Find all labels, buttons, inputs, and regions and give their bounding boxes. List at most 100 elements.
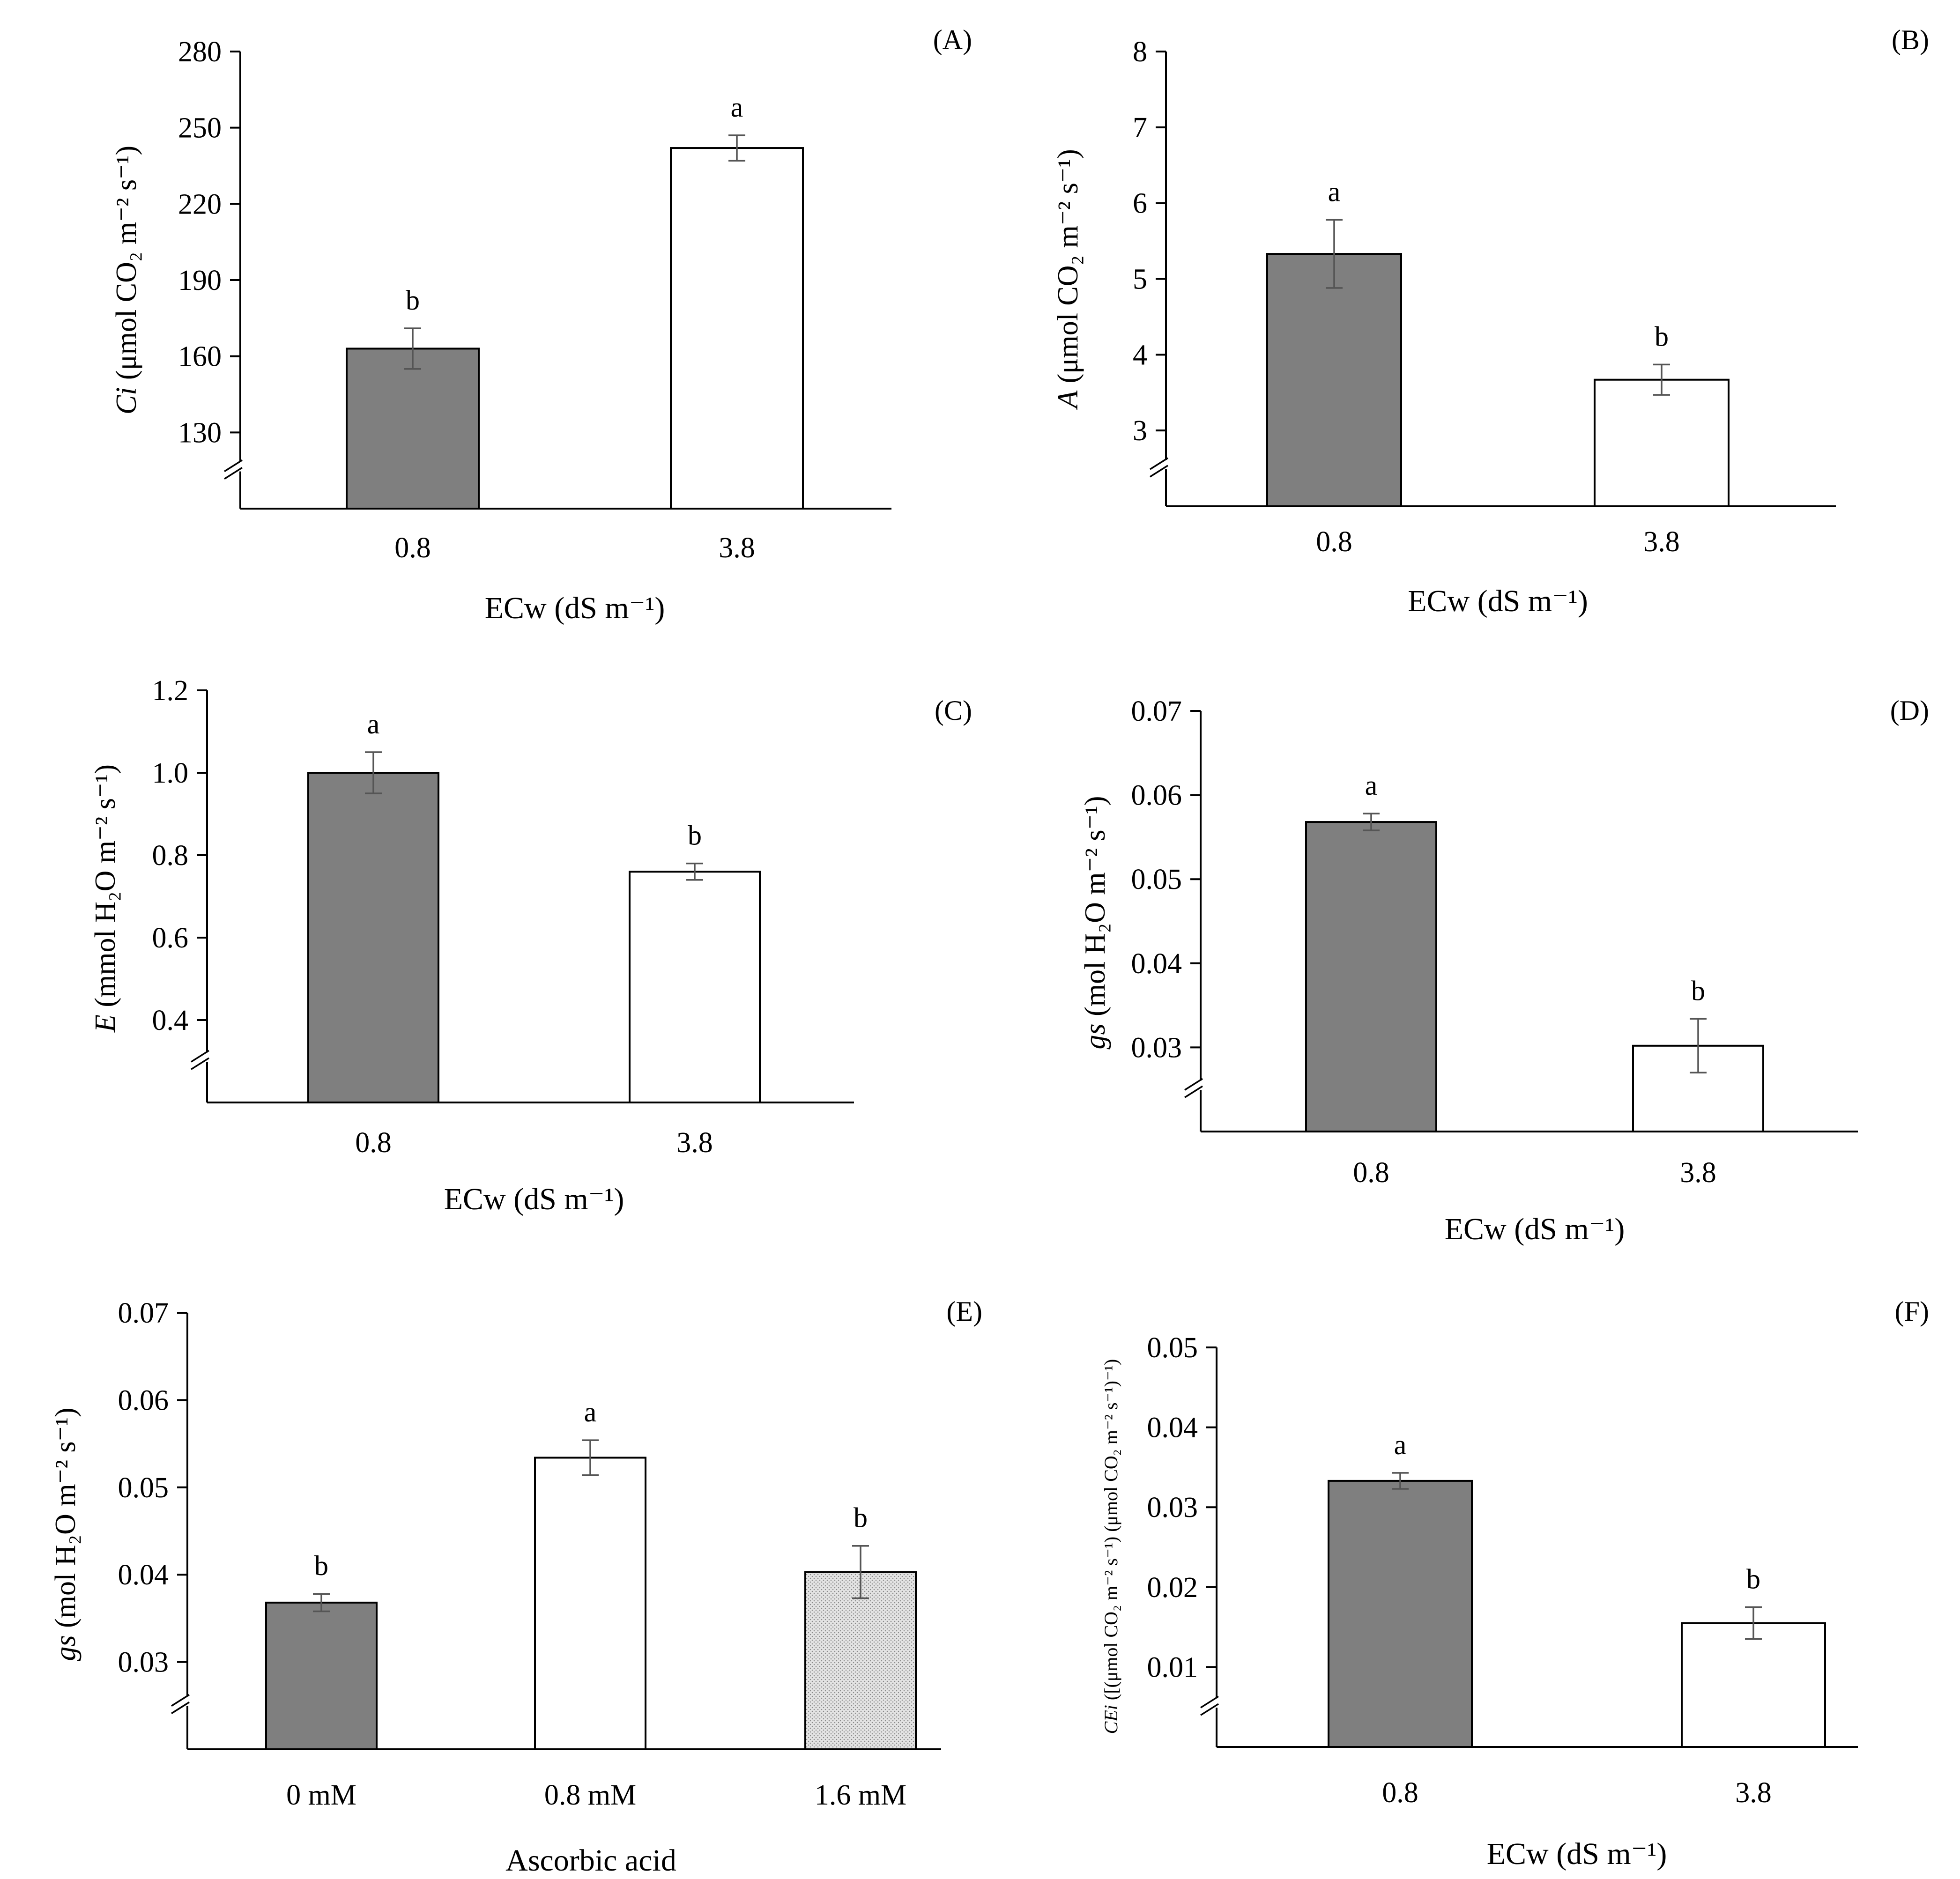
y-tick-label: 8: [1133, 36, 1147, 68]
y-tick-label: 5: [1133, 264, 1147, 296]
bar: [1328, 1480, 1473, 1748]
y-axis-title: gs (mol H₂O m⁻² s⁻¹): [1079, 796, 1111, 1049]
panel-label: (C): [935, 695, 972, 726]
bar: [629, 871, 761, 1103]
y-tick-label: 0.04: [1131, 948, 1182, 980]
x-category-label: 0.8: [1316, 526, 1352, 558]
y-axis-title: E (mmol H₂O m⁻² s⁻¹): [89, 764, 121, 1033]
y-axis-title: CEi ([(μmol CO₂ m⁻² s⁻¹) (μmol CO₂ m⁻² s…: [1100, 1359, 1121, 1734]
y-tick-label: 0.6: [152, 922, 189, 954]
x-axis-title: ECw (dS m⁻¹): [444, 1182, 624, 1216]
y-axis-space: [50, 1628, 82, 1635]
y-tick-label: 0.4: [152, 1005, 189, 1036]
chart-panel-2: 3 4 5 6 7 8 a 0.8 b 3.8 ECw (dS m⁻¹) A (μmol CO₂ m⁻…: [1052, 24, 1929, 618]
significance-letter: b: [854, 1502, 868, 1533]
x-category-label: 0.8: [1382, 1777, 1418, 1809]
significance-letter: b: [314, 1550, 328, 1581]
x-axis-title: ECw (dS m⁻¹): [1445, 1212, 1625, 1246]
axis-break-gap: [1187, 1080, 1215, 1090]
axis-break-mark: [191, 1050, 209, 1063]
x-category-label: 0.8: [1353, 1157, 1389, 1189]
x-category-label: 3.8: [1643, 526, 1680, 558]
y-axis-title: A (μmol CO₂ m⁻² s⁻¹): [1052, 149, 1084, 410]
y-tick-label: 0.05: [1147, 1332, 1198, 1364]
significance-letter: a: [1328, 176, 1341, 207]
significance-letter: a: [1365, 770, 1378, 801]
y-axis-variable: Ci: [111, 387, 142, 415]
bar: [1266, 253, 1402, 507]
x-category-label: 1.6 mM: [815, 1779, 906, 1811]
chart-panel-3: 0.4 0.6 0.8 1.0 1.2 a 0.8 b 3.8 ECw (dS m⁻¹) E (mm…: [89, 675, 972, 1216]
axis-break-gap: [173, 1696, 201, 1706]
y-tick-label: 0.01: [1147, 1651, 1198, 1683]
y-axis-space: [1052, 383, 1084, 391]
y-tick-label: 0.05: [1131, 864, 1182, 895]
y-tick-label: 7: [1133, 112, 1147, 144]
x-axis-title: ECw (dS m⁻¹): [485, 591, 665, 625]
chart-panel-5: 0.03 0.04 0.05 0.06 0.07 b 0 mM a 0.8 mM b 1.6 mM A…: [50, 1296, 982, 1878]
y-axis-unit: ([(μmol CO₂ m⁻² s⁻¹) (μmol CO₂ m⁻² s⁻¹)⁻…: [1100, 1359, 1121, 1701]
axis-break-mark: [1184, 1085, 1203, 1098]
y-tick-label: 0.06: [1131, 780, 1182, 812]
y-axis-unit: (μmol CO₂ m⁻² s⁻¹): [111, 146, 142, 380]
y-axis-variable: A: [1052, 390, 1084, 410]
y-axis-title: Ci (μmol CO₂ m⁻² s⁻¹): [111, 146, 142, 414]
axis-break-mark: [191, 1057, 209, 1070]
axis-break-mark: [171, 1701, 190, 1714]
y-tick-label: 160: [178, 341, 222, 373]
x-axis-title: ECw (dS m⁻¹): [1408, 584, 1588, 618]
y-axis-space: [1079, 1016, 1111, 1024]
x-category-label: 3.8: [676, 1127, 713, 1159]
y-tick-label: 0.06: [118, 1384, 169, 1416]
panel-label: (D): [1890, 695, 1929, 726]
y-axis-space: [111, 380, 142, 387]
significance-letter: a: [1394, 1429, 1407, 1460]
chart-panel-6: 0.01 0.02 0.03 0.04 0.05 a 0.8 b 3.8 ECw (dS m⁻¹)…: [1100, 1296, 1929, 1871]
y-tick-label: 250: [178, 112, 222, 144]
significance-letter: b: [688, 820, 702, 851]
significance-letter: a: [731, 92, 743, 123]
y-tick-label: 1.2: [152, 675, 189, 707]
bar: [265, 1601, 378, 1750]
significance-letter: a: [584, 1397, 597, 1428]
significance-letter: a: [367, 709, 380, 740]
y-axis-unit: (μmol CO₂ m⁻² s⁻¹): [1052, 149, 1084, 383]
x-category-label: 0.8 mM: [544, 1779, 636, 1811]
axis-break-mark: [171, 1694, 190, 1707]
y-tick-label: 0.03: [1131, 1032, 1182, 1064]
axis-break-mark: [1200, 1695, 1219, 1709]
axis-break-mark: [1200, 1703, 1219, 1716]
y-tick-label: 0.04: [118, 1559, 169, 1591]
y-tick-label: 0.03: [1147, 1492, 1198, 1524]
axis-break-gap: [226, 462, 254, 472]
x-axis-title: ECw (dS m⁻¹): [1487, 1837, 1667, 1871]
axis-break-mark: [224, 467, 243, 480]
y-tick-label: 0.07: [1131, 695, 1182, 727]
bar: [307, 772, 439, 1103]
y-axis-title: gs (mol H₂O m⁻² s⁻¹): [50, 1407, 82, 1661]
y-tick-label: 0.03: [118, 1647, 169, 1679]
y-tick-label: 4: [1133, 339, 1147, 371]
bar: [346, 348, 480, 510]
y-axis-variable: gs: [50, 1635, 82, 1661]
axis-break-mark: [224, 459, 243, 473]
chart-panel-1: 130 160 190 220 250 280 b 0.8 a 3.8 ECw (dS m⁻¹) Ci…: [111, 24, 972, 625]
x-category-label: 3.8: [1680, 1157, 1716, 1189]
significance-letter: b: [1691, 975, 1705, 1006]
y-tick-label: 0.8: [152, 840, 189, 872]
significance-letter: b: [406, 285, 420, 316]
axis-break-gap: [1152, 459, 1180, 469]
axis-break-mark: [1150, 465, 1168, 478]
y-axis-space: [1100, 1700, 1121, 1705]
axis-break-gap: [193, 1052, 221, 1062]
x-axis-title: Ascorbic acid: [505, 1843, 676, 1878]
y-tick-label: 0.02: [1147, 1572, 1198, 1604]
chart-panel-4: 0.03 0.04 0.05 0.06 0.07 a 0.8 b 3.8 ECw (dS m⁻¹)…: [1079, 695, 1929, 1246]
axis-break-mark: [1150, 457, 1168, 470]
x-category-label: 3.8: [719, 532, 755, 564]
y-axis-unit: (mmol H₂O m⁻² s⁻¹): [89, 764, 121, 1007]
y-tick-label: 0.07: [118, 1297, 169, 1329]
bar: [1305, 821, 1437, 1132]
y-tick-label: 220: [178, 188, 222, 220]
